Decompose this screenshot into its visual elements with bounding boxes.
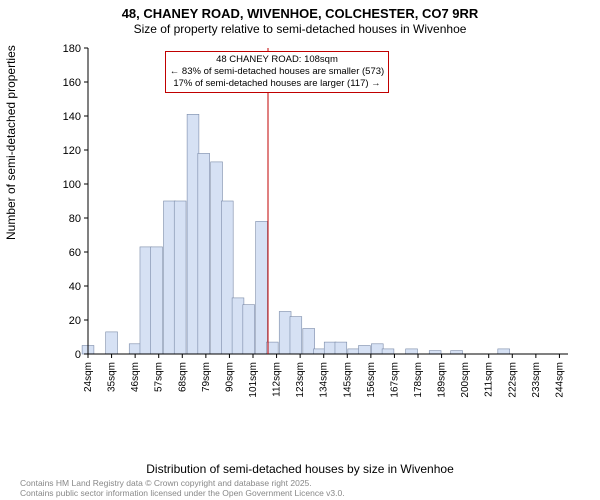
svg-text:180: 180 — [63, 43, 81, 55]
svg-text:189sqm: 189sqm — [437, 362, 448, 398]
svg-text:200sqm: 200sqm — [460, 362, 471, 398]
svg-text:211sqm: 211sqm — [484, 362, 495, 397]
annotation-line2: ← 83% of semi-detached houses are smalle… — [170, 66, 384, 78]
svg-text:0: 0 — [75, 349, 81, 361]
bar — [324, 342, 336, 354]
svg-text:68sqm: 68sqm — [177, 362, 188, 392]
svg-text:244sqm: 244sqm — [554, 362, 565, 398]
svg-text:140: 140 — [63, 111, 81, 123]
bar — [187, 114, 199, 354]
bar — [303, 329, 315, 355]
bar — [382, 349, 394, 354]
svg-text:90sqm: 90sqm — [224, 362, 235, 392]
bar — [314, 349, 326, 354]
bar — [174, 201, 186, 354]
bar — [106, 332, 118, 354]
annotation-line3: 17% of semi-detached houses are larger (… — [170, 78, 384, 90]
svg-text:178sqm: 178sqm — [413, 362, 424, 398]
svg-text:35sqm: 35sqm — [107, 362, 118, 392]
bar — [406, 349, 418, 354]
svg-text:120: 120 — [63, 145, 81, 157]
x-axis-label: Distribution of semi-detached houses by … — [0, 462, 600, 476]
chart-subtitle: Size of property relative to semi-detach… — [0, 22, 600, 36]
bar — [371, 344, 383, 354]
bar — [335, 342, 347, 354]
annotation-line1: 48 CHANEY ROAD: 108sqm — [170, 54, 384, 66]
bar — [211, 162, 223, 354]
bar — [164, 201, 176, 354]
svg-text:112sqm: 112sqm — [272, 362, 283, 397]
bar — [243, 305, 255, 354]
svg-text:100: 100 — [63, 179, 81, 191]
svg-text:222sqm: 222sqm — [507, 362, 518, 398]
bar — [151, 247, 163, 354]
svg-text:160: 160 — [63, 77, 81, 89]
annotation-box: 48 CHANEY ROAD: 108sqm ← 83% of semi-det… — [165, 51, 389, 93]
bar — [256, 221, 268, 354]
bar — [221, 201, 233, 354]
y-axis-label: Number of semi-detached properties — [4, 45, 18, 240]
bar — [359, 346, 371, 355]
plot-area: 0 20 40 60 80 100 120 140 160 180 24sqm 35sqm 46sqm 5… — [58, 42, 578, 402]
bar — [279, 312, 291, 355]
svg-text:156sqm: 156sqm — [366, 362, 377, 398]
svg-text:60: 60 — [69, 247, 81, 259]
svg-text:123sqm: 123sqm — [295, 362, 306, 398]
svg-text:134sqm: 134sqm — [319, 362, 330, 398]
bar — [290, 317, 302, 354]
svg-text:79sqm: 79sqm — [201, 362, 212, 392]
svg-text:167sqm: 167sqm — [389, 362, 400, 398]
bar — [429, 351, 441, 354]
footer-line2: Contains public sector information licen… — [20, 488, 345, 498]
bar — [129, 344, 141, 354]
footer-line1: Contains HM Land Registry data © Crown c… — [20, 478, 312, 488]
svg-text:145sqm: 145sqm — [342, 362, 353, 398]
bar — [140, 247, 152, 354]
chart-svg: 0 20 40 60 80 100 120 140 160 180 24sqm 35sqm 46sqm 5… — [58, 42, 578, 402]
svg-text:233sqm: 233sqm — [531, 362, 542, 398]
svg-text:40: 40 — [69, 281, 81, 293]
svg-text:101sqm: 101sqm — [248, 362, 259, 398]
bar — [348, 349, 360, 354]
svg-text:57sqm: 57sqm — [154, 362, 165, 392]
bar — [451, 351, 463, 354]
bar — [198, 153, 210, 354]
bar — [232, 298, 244, 354]
chart-container: 48, CHANEY ROAD, WIVENHOE, COLCHESTER, C… — [0, 0, 600, 500]
svg-text:46sqm: 46sqm — [130, 362, 141, 392]
bar — [498, 349, 510, 354]
chart-title: 48, CHANEY ROAD, WIVENHOE, COLCHESTER, C… — [0, 6, 600, 21]
svg-text:24sqm: 24sqm — [83, 362, 94, 392]
svg-text:80: 80 — [69, 213, 81, 225]
svg-text:20: 20 — [69, 315, 81, 327]
